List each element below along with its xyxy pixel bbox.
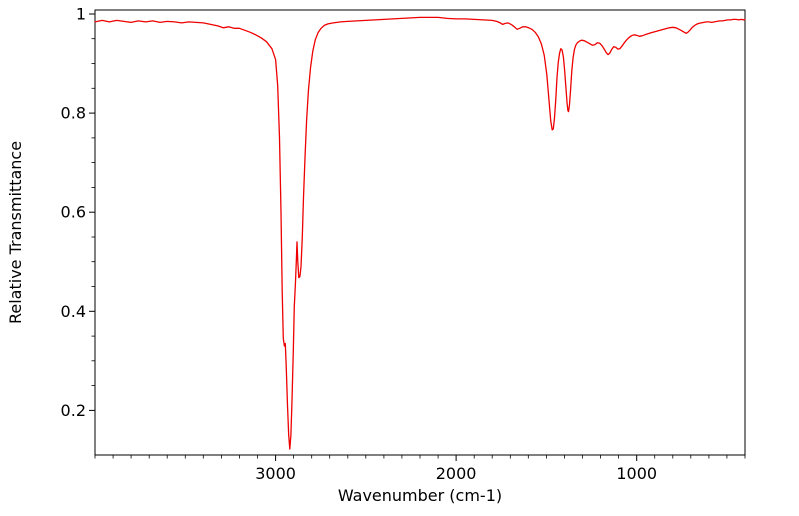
plot-border <box>94 9 746 456</box>
x-tick-label: 3000 <box>255 464 296 483</box>
x-tick-label: 2000 <box>436 464 477 483</box>
y-tick-label: 0.8 <box>61 104 86 123</box>
y-tick-label: 0.2 <box>61 401 86 420</box>
spectrum-line <box>94 16 746 450</box>
x-axis-label: Wavenumber (cm-1) <box>337 486 503 505</box>
y-tick-label: 0.4 <box>61 302 86 321</box>
x-tick-label: 1000 <box>616 464 657 483</box>
y-tick-label: 0.6 <box>61 203 86 222</box>
y-tick-label: 1 <box>76 5 86 24</box>
y-axis-label: Relative Transmittance <box>6 140 25 325</box>
